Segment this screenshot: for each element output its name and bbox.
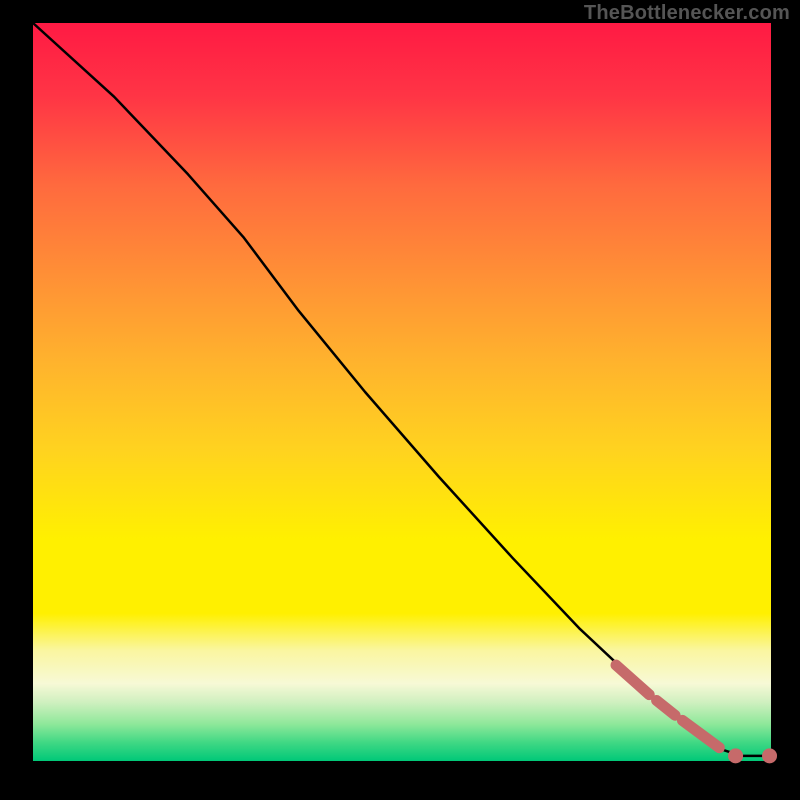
chart-stage: TheBottlenecker.com xyxy=(0,0,800,800)
chart-svg xyxy=(0,0,800,800)
watermark-text: TheBottlenecker.com xyxy=(584,2,790,25)
plot-gradient xyxy=(33,23,771,761)
